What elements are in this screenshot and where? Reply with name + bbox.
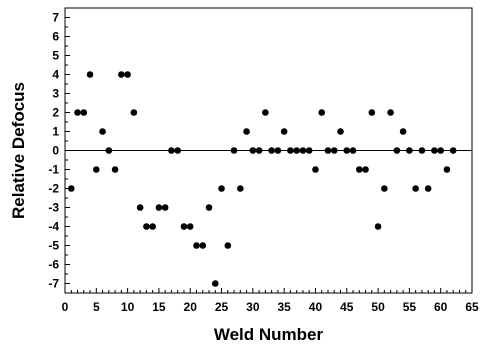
data-point xyxy=(180,223,188,230)
data-point xyxy=(349,147,357,154)
data-point xyxy=(111,166,119,173)
data-point xyxy=(381,185,388,192)
data-point xyxy=(393,147,401,154)
data-point xyxy=(168,147,175,154)
y-tick-label: 6 xyxy=(52,30,59,44)
data-point xyxy=(280,128,288,135)
data-point xyxy=(406,147,413,154)
y-tick-label: -5 xyxy=(48,239,59,253)
data-point xyxy=(343,147,351,154)
x-tick-label: 65 xyxy=(465,300,479,314)
data-point xyxy=(268,147,275,154)
data-point xyxy=(143,223,150,230)
y-tick-label: 2 xyxy=(52,106,59,120)
data-point xyxy=(424,185,432,192)
data-point xyxy=(374,223,382,230)
y-tick-label: 7 xyxy=(52,11,59,25)
x-tick-label: 60 xyxy=(434,300,448,314)
data-point xyxy=(230,147,238,154)
x-tick-label: 5 xyxy=(93,300,100,314)
x-tick-label: 30 xyxy=(246,300,260,314)
y-axis-title: Relative Defocus xyxy=(9,82,28,219)
data-point xyxy=(218,185,225,192)
data-point xyxy=(174,147,182,154)
data-point xyxy=(136,204,144,211)
data-point xyxy=(80,109,88,116)
y-tick-label: -2 xyxy=(48,182,59,196)
y-tick-label: -4 xyxy=(48,220,59,234)
data-point xyxy=(155,204,163,211)
data-point xyxy=(93,166,100,173)
data-point xyxy=(105,147,113,154)
data-point xyxy=(86,71,94,78)
y-tick-label: -3 xyxy=(48,201,59,215)
data-point xyxy=(387,109,394,116)
x-tick-label: 15 xyxy=(152,300,166,314)
data-point xyxy=(437,147,444,154)
data-point xyxy=(205,204,213,211)
data-point xyxy=(224,242,232,249)
data-point xyxy=(443,166,451,173)
x-axis: 0 5 10 15 20 25 30 35 40 45 50 55 60 65 xyxy=(62,288,479,314)
data-point xyxy=(130,109,138,116)
x-tick-label: 0 xyxy=(62,300,69,314)
data-point xyxy=(287,147,294,154)
data-point xyxy=(305,147,313,154)
data-point xyxy=(199,242,207,249)
data-point xyxy=(412,185,419,192)
data-point xyxy=(293,147,300,154)
data-point xyxy=(193,242,200,249)
y-tick-label: 0 xyxy=(52,144,59,158)
data-point xyxy=(399,128,407,135)
data-point xyxy=(237,185,244,192)
x-tick-label: 10 xyxy=(121,300,135,314)
data-point xyxy=(67,185,75,192)
x-tick-label: 35 xyxy=(277,300,291,314)
x-tick-label: 45 xyxy=(340,300,354,314)
y-tick-label: -1 xyxy=(48,163,59,177)
data-point xyxy=(362,166,369,173)
data-point xyxy=(99,128,106,135)
data-point xyxy=(243,128,250,135)
y-tick-label: 5 xyxy=(52,49,59,63)
x-tick-label: 25 xyxy=(215,300,229,314)
data-point xyxy=(274,147,282,154)
y-tick-label: 3 xyxy=(52,87,59,101)
data-point xyxy=(255,147,263,154)
data-point xyxy=(124,71,131,78)
y-tick-label: -7 xyxy=(48,277,59,291)
data-point xyxy=(211,280,219,287)
data-point xyxy=(262,109,269,116)
y-tick-label: -6 xyxy=(48,258,59,272)
data-point xyxy=(355,166,363,173)
data-point xyxy=(330,147,338,154)
data-point xyxy=(318,109,326,116)
data-point xyxy=(118,71,125,78)
x-tick-label: 40 xyxy=(309,300,323,314)
data-points xyxy=(67,71,457,287)
y-tick-label: 4 xyxy=(52,68,59,82)
data-point xyxy=(299,147,307,154)
x-tick-label: 55 xyxy=(403,300,417,314)
data-point xyxy=(337,128,344,135)
x-tick-label: 50 xyxy=(371,300,385,314)
data-point xyxy=(418,147,426,154)
data-point xyxy=(431,147,438,154)
data-point xyxy=(449,147,457,154)
x-tick-label: 20 xyxy=(184,300,198,314)
y-axis: -7 -6 -5 -4 -3 -2 -1 0 1 2 3 4 5 6 7 xyxy=(48,7,70,294)
x-axis-title: Weld Number xyxy=(214,325,324,344)
data-point xyxy=(149,223,156,230)
data-point xyxy=(368,109,376,116)
data-point xyxy=(249,147,257,154)
data-point xyxy=(312,166,319,173)
data-point xyxy=(74,109,81,116)
data-point xyxy=(186,223,194,230)
data-point xyxy=(161,204,169,211)
y-tick-label: 1 xyxy=(52,125,59,139)
data-point xyxy=(324,147,332,154)
